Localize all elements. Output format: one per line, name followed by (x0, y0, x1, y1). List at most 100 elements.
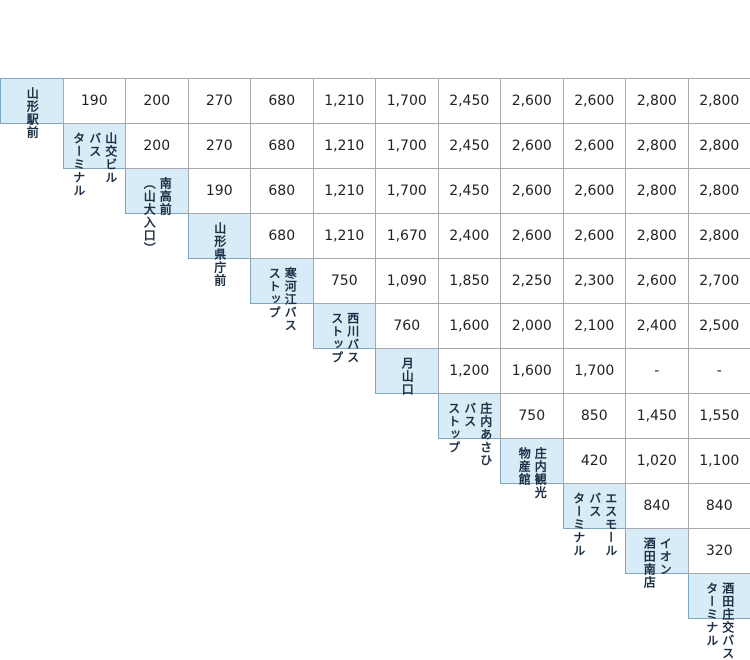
fare-cell: 2,400 (625, 303, 689, 349)
fare-cell: 320 (688, 528, 750, 574)
stop-header: イオン酒田南店 (625, 528, 689, 574)
fare-cell: 680 (250, 168, 314, 214)
stop-header: 西川バスストップ (313, 303, 377, 349)
fare-cell: 2,250 (500, 258, 564, 304)
fare-cell: 750 (313, 258, 377, 304)
fare-cell: 2,700 (688, 258, 750, 304)
fare-cell: 1,210 (313, 168, 377, 214)
stop-label: 西川バス (345, 312, 360, 364)
fare-table: 山形駅前山交ビルバスターミナル南高前（山大入口）山形県庁前寒河江バスストップ西川… (0, 0, 750, 618)
fare-cell: 1,090 (375, 258, 439, 304)
fare-cell: 1,210 (313, 78, 377, 124)
stop-header: 庄内観光物産館 (500, 438, 564, 484)
stop-label: （山大入口） (141, 177, 156, 255)
fare-cell: 2,800 (625, 213, 689, 259)
fare-cell: 2,100 (563, 303, 627, 349)
fare-cell: 2,800 (688, 213, 750, 259)
fare-cell: 840 (625, 483, 689, 529)
fare-cell: 2,600 (500, 213, 564, 259)
fare-cell: 680 (250, 78, 314, 124)
stop-header: エスモールバスターミナル (563, 483, 627, 529)
stop-header: 山交ビルバスターミナル (63, 123, 127, 169)
fare-cell: 2,300 (563, 258, 627, 304)
stop-label: 南高前 (157, 177, 172, 216)
stop-label: バス (462, 402, 477, 428)
fare-cell: 1,700 (375, 78, 439, 124)
fare-cell: 2,800 (625, 123, 689, 169)
fare-cell: 850 (563, 393, 627, 439)
stop-label: エスモール (603, 492, 618, 557)
fare-cell: 1,210 (313, 123, 377, 169)
fare-cell: 2,600 (563, 78, 627, 124)
fare-cell: 2,600 (500, 78, 564, 124)
stop-label: ストップ (446, 402, 461, 454)
fare-cell: 190 (188, 168, 252, 214)
fare-cell: 2,800 (688, 123, 750, 169)
fare-cell: 2,800 (688, 168, 750, 214)
stop-header: 月山口 (375, 348, 439, 394)
fare-cell: 1,700 (563, 348, 627, 394)
fare-cell: 1,210 (313, 213, 377, 259)
fare-cell: - (625, 348, 689, 394)
fare-cell: 760 (375, 303, 439, 349)
fare-cell: 2,600 (563, 123, 627, 169)
stop-header: 山形駅前 (0, 78, 64, 124)
fare-cell: 2,450 (438, 168, 502, 214)
fare-cell: 1,600 (438, 303, 502, 349)
fare-cell: 1,700 (375, 168, 439, 214)
fare-cell: 1,700 (375, 123, 439, 169)
fare-cell: 2,600 (500, 123, 564, 169)
stop-label: 山交ビル (103, 132, 118, 184)
stop-header: 酒田庄交バスターミナル (688, 573, 750, 619)
stop-label: ストップ (266, 267, 281, 319)
fare-cell: - (688, 348, 750, 394)
fare-cell: 2,500 (688, 303, 750, 349)
fare-cell: 2,800 (625, 78, 689, 124)
fare-cell: 2,800 (688, 78, 750, 124)
stop-label: 月山口 (399, 357, 414, 396)
stop-header: 寒河江バスストップ (250, 258, 314, 304)
stop-label: 酒田庄交バス (720, 582, 735, 660)
fare-cell: 420 (563, 438, 627, 484)
fare-cell: 750 (500, 393, 564, 439)
fare-cell: 2,000 (500, 303, 564, 349)
fare-cell: 190 (63, 78, 127, 124)
fare-cell: 1,450 (625, 393, 689, 439)
fare-cell: 270 (188, 78, 252, 124)
fare-cell: 1,020 (625, 438, 689, 484)
fare-cell: 200 (125, 78, 189, 124)
stop-header: 山形県庁前 (188, 213, 252, 259)
stop-header: 庄内あさひバスストップ (438, 393, 502, 439)
stop-header: 南高前（山大入口） (125, 168, 189, 214)
fare-cell: 2,600 (500, 168, 564, 214)
fare-cell: 840 (688, 483, 750, 529)
fare-cell: 2,400 (438, 213, 502, 259)
stop-label: ターミナル (704, 582, 719, 647)
fare-cell: 1,850 (438, 258, 502, 304)
fare-cell: 2,450 (438, 123, 502, 169)
stop-label: 寒河江バス (282, 267, 297, 332)
fare-cell: 680 (250, 213, 314, 259)
stop-label: ストップ (329, 312, 344, 364)
fare-cell: 1,600 (500, 348, 564, 394)
stop-label: 山形駅前 (24, 87, 39, 139)
stop-label: バス (87, 132, 102, 158)
fare-cell: 680 (250, 123, 314, 169)
fare-cell: 2,600 (563, 213, 627, 259)
stop-label: 庄内あさひ (478, 402, 493, 467)
fare-cell: 2,450 (438, 78, 502, 124)
stop-label: ターミナル (571, 492, 586, 557)
fare-cell: 1,670 (375, 213, 439, 259)
fare-cell: 1,550 (688, 393, 750, 439)
fare-cell: 200 (125, 123, 189, 169)
fare-cell: 2,800 (625, 168, 689, 214)
fare-cell: 2,600 (563, 168, 627, 214)
stop-label: バス (587, 492, 602, 518)
fare-cell: 270 (188, 123, 252, 169)
fare-cell: 2,600 (625, 258, 689, 304)
stop-label: 酒田南店 (641, 537, 656, 589)
stop-label: イオン (657, 537, 672, 576)
fare-cell: 1,100 (688, 438, 750, 484)
stop-label: 物産館 (516, 447, 531, 486)
stop-label: ターミナル (71, 132, 86, 197)
